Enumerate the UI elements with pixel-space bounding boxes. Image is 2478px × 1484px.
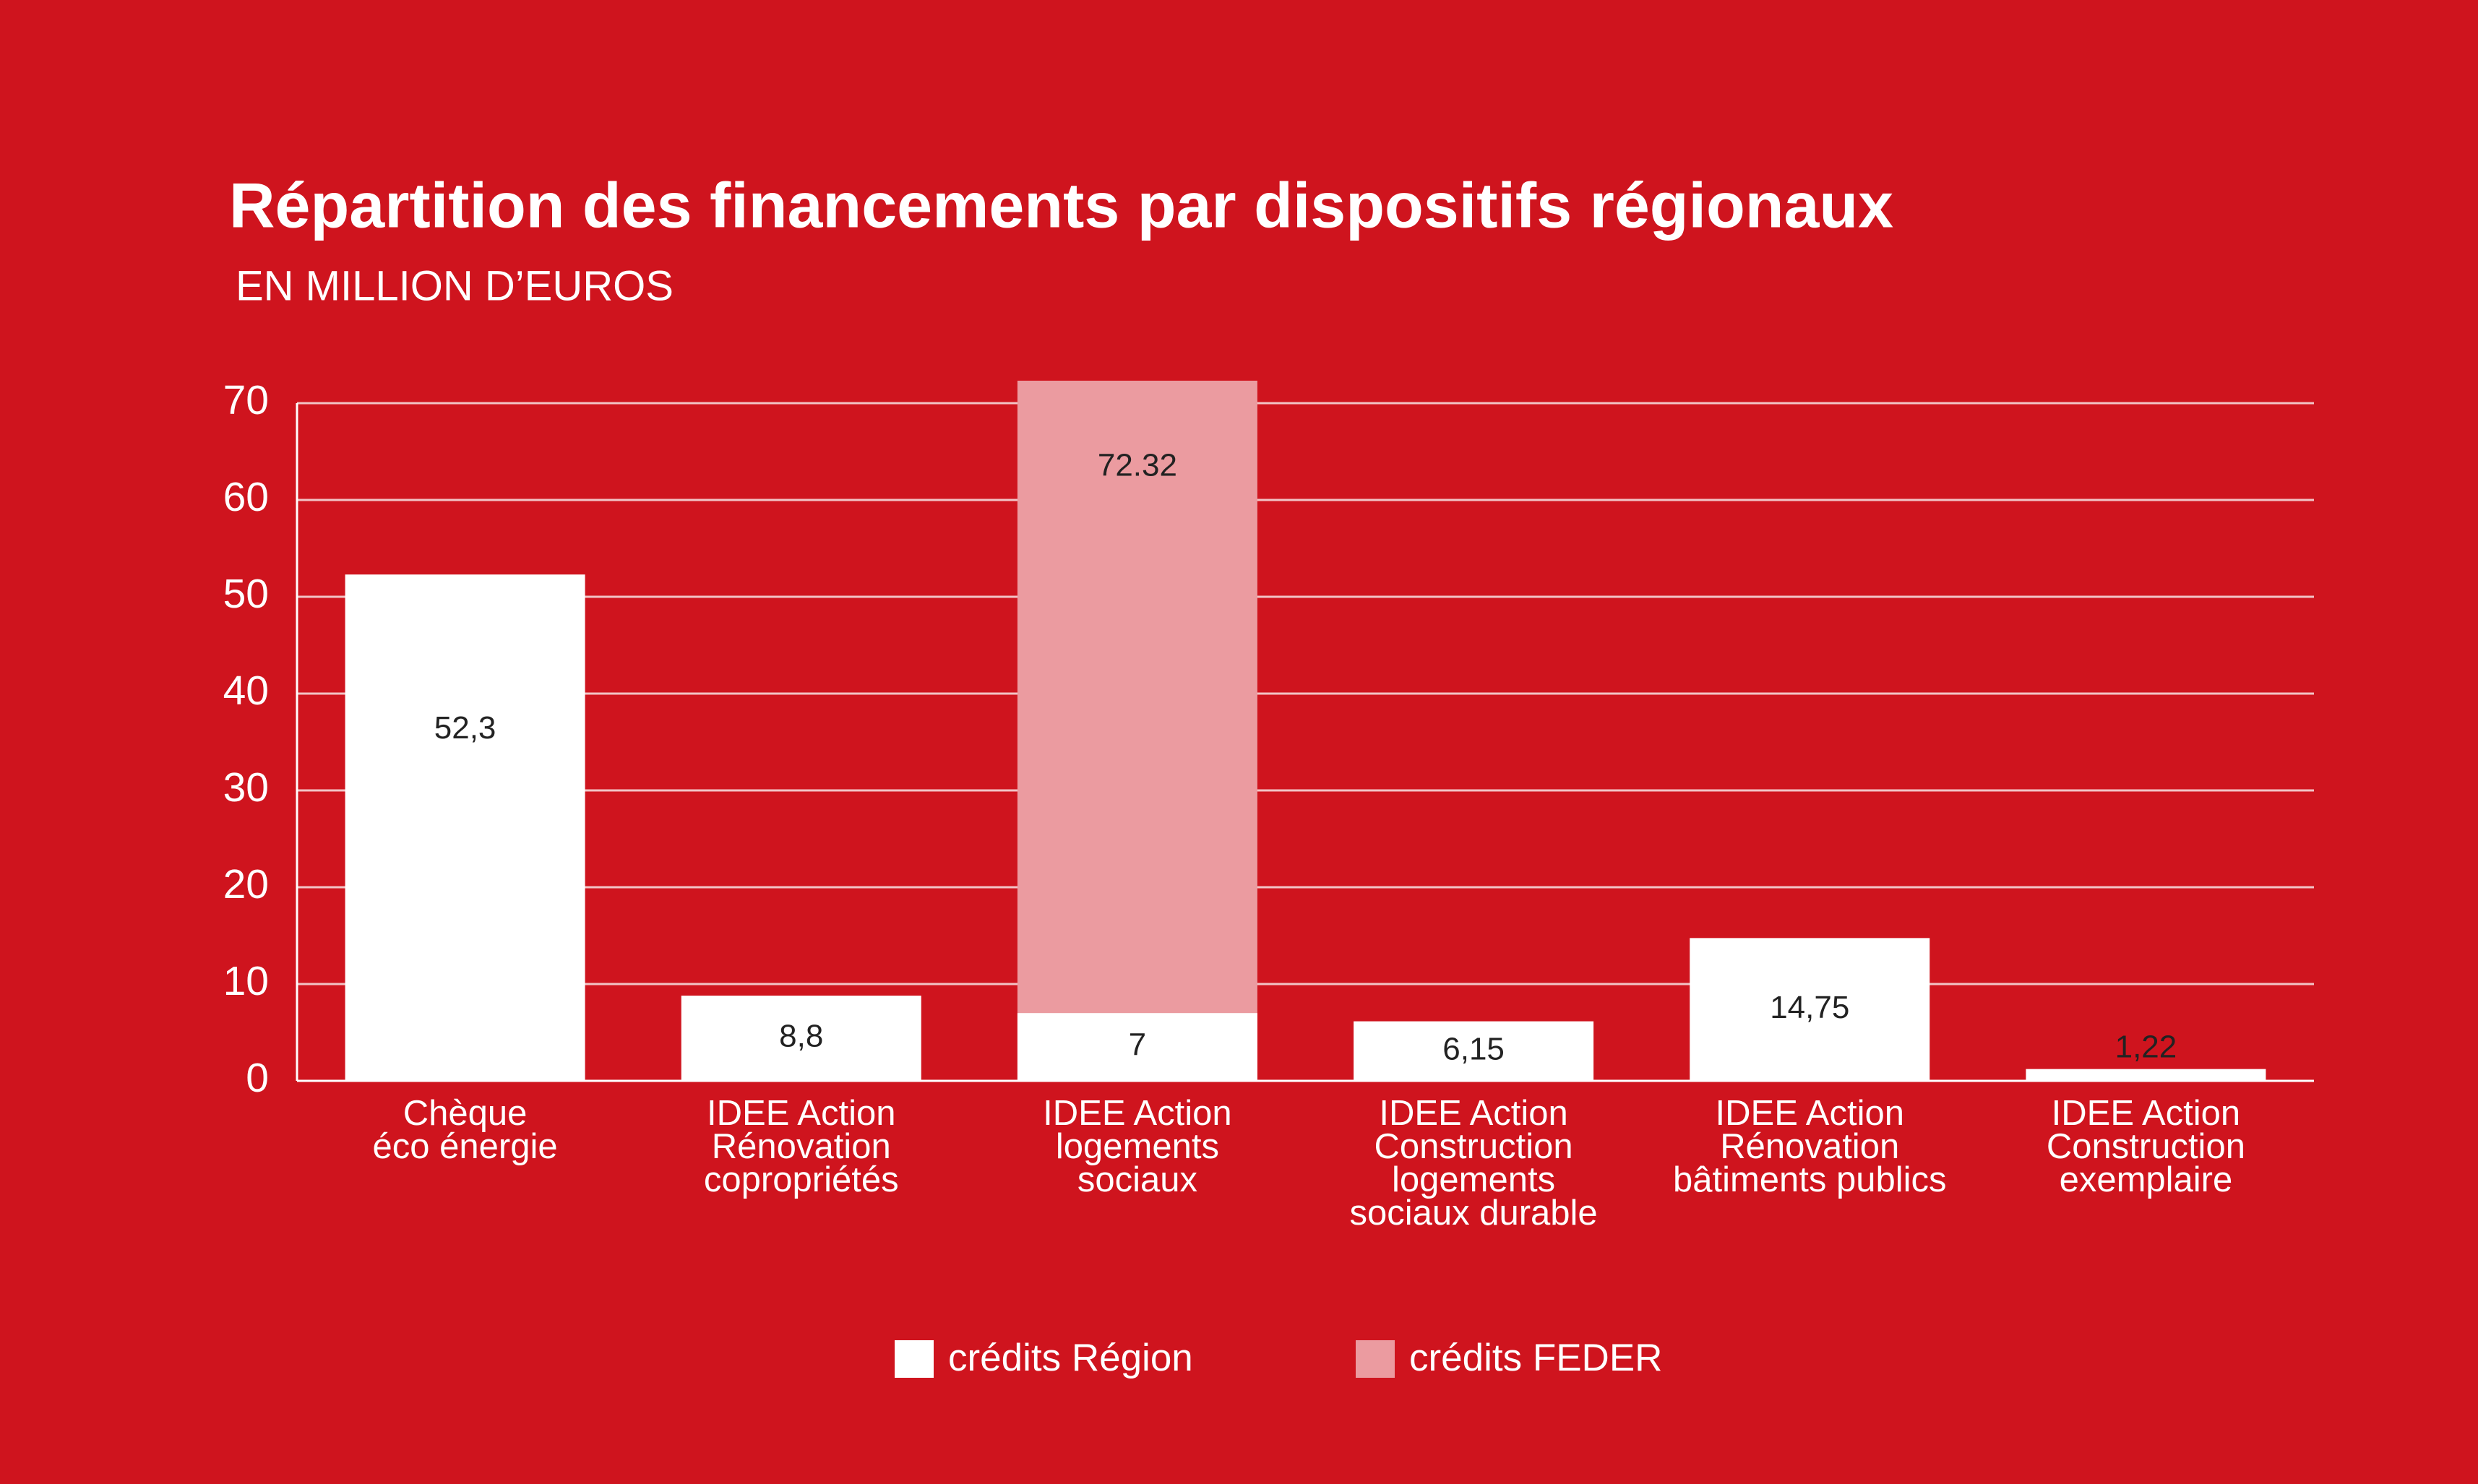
label-line: Rénovation bbox=[712, 1127, 891, 1166]
label-line: IDEE Action bbox=[707, 1094, 895, 1133]
data-label: 52,3 bbox=[434, 710, 496, 746]
bar bbox=[681, 996, 921, 1081]
data-label: 7 bbox=[1129, 1027, 1146, 1063]
label-line: IDEE Action bbox=[1716, 1094, 1904, 1133]
data-label: 8,8 bbox=[779, 1019, 823, 1054]
legend-label: crédits FEDER bbox=[1409, 1337, 1662, 1379]
label-line: Chèque bbox=[403, 1094, 528, 1133]
y-tick-label: 30 bbox=[223, 764, 269, 811]
bar bbox=[345, 574, 585, 1081]
y-tick-label: 40 bbox=[223, 668, 269, 714]
data-label: 14,75 bbox=[1770, 990, 1849, 1025]
chart-title: Répartition des financements par disposi… bbox=[229, 169, 1893, 241]
label-line: logements bbox=[1392, 1160, 1555, 1199]
label-line: IDEE Action bbox=[2052, 1094, 2240, 1133]
y-tick-label: 60 bbox=[223, 474, 269, 520]
x-tick-label: IDEE Action Rénovation copropriétés bbox=[704, 1094, 899, 1199]
bar bbox=[1017, 1013, 1257, 1081]
label-line: Rénovation bbox=[1720, 1127, 1899, 1166]
y-tick-label: 20 bbox=[223, 861, 269, 907]
y-tick-label: 0 bbox=[246, 1055, 269, 1101]
y-tick-label: 70 bbox=[223, 377, 269, 423]
label-line: logements bbox=[1056, 1127, 1219, 1166]
bar bbox=[1017, 380, 1257, 1081]
y-tick-label: 50 bbox=[223, 571, 269, 617]
x-tick-label: IDEE Action Construction exemplaire bbox=[2047, 1094, 2245, 1199]
bar bbox=[1354, 1021, 1594, 1081]
label-line: Construction bbox=[1374, 1127, 1573, 1166]
x-tick-label: Chèque éco énergie bbox=[373, 1094, 558, 1166]
data-label: 6,15 bbox=[1442, 1031, 1505, 1066]
label-line: Construction bbox=[2047, 1127, 2245, 1166]
x-tick-label: IDEE Action logements sociaux bbox=[1043, 1094, 1231, 1199]
bar bbox=[2026, 1069, 2266, 1081]
label-line: copropriétés bbox=[704, 1160, 899, 1199]
label-line: IDEE Action bbox=[1379, 1094, 1567, 1133]
legend-label: crédits Région bbox=[948, 1337, 1193, 1379]
label-line: éco énergie bbox=[373, 1127, 558, 1166]
bar bbox=[1690, 938, 1930, 1081]
label-line: bâtiments publics bbox=[1673, 1160, 1947, 1199]
label-line: exemplaire bbox=[2060, 1160, 2233, 1199]
x-tick-label: IDEE Action Construction logements sociaux … bbox=[1349, 1094, 1597, 1233]
x-tick-label: IDEE Action Rénovation bâtiments publics bbox=[1673, 1094, 1947, 1199]
legend-swatch bbox=[895, 1340, 934, 1378]
data-label: 72.32 bbox=[1098, 448, 1177, 483]
label-line: IDEE Action bbox=[1043, 1094, 1231, 1133]
label-line: sociaux bbox=[1077, 1160, 1197, 1199]
legend-swatch bbox=[1356, 1340, 1395, 1378]
label-line: sociaux durable bbox=[1349, 1194, 1597, 1233]
y-tick-label: 10 bbox=[223, 958, 269, 1004]
chart-subtitle: EN MILLION D’EUROS bbox=[236, 262, 674, 309]
data-label: 1,22 bbox=[2115, 1029, 2177, 1064]
